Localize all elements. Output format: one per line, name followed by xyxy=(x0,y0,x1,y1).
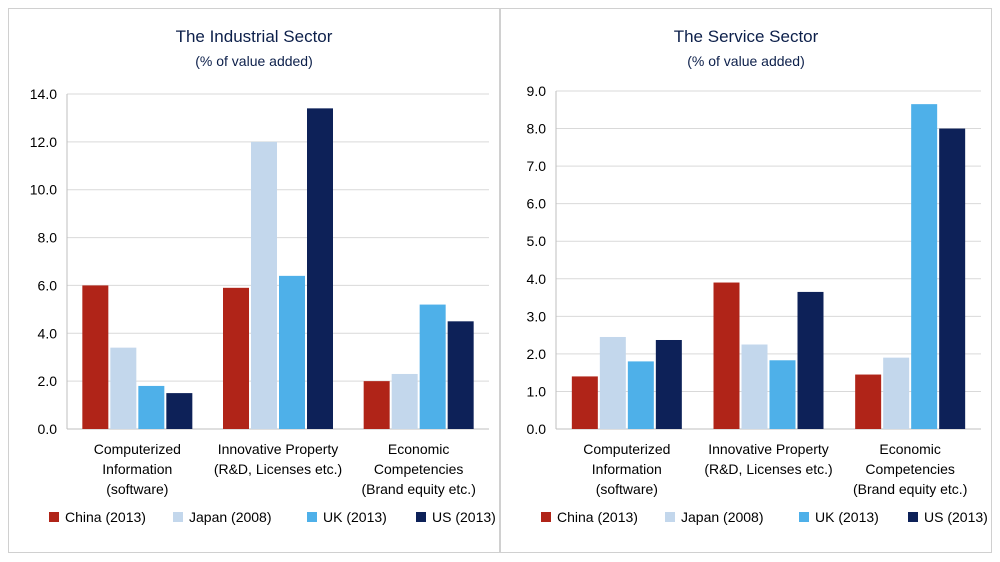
bar xyxy=(391,373,418,429)
legend-swatch xyxy=(416,512,426,522)
bar xyxy=(627,361,654,429)
category-label: Economic xyxy=(388,441,449,457)
y-tick-label: 6.0 xyxy=(38,277,58,293)
bar xyxy=(599,336,626,429)
y-tick-label: 3.0 xyxy=(527,308,547,324)
y-tick-label: 9.0 xyxy=(527,83,547,99)
category-label: (Brand equity etc.) xyxy=(361,481,475,497)
y-tick-label: 5.0 xyxy=(527,233,547,249)
category-label: (R&D, Licenses etc.) xyxy=(214,461,342,477)
bar xyxy=(447,321,474,429)
category-label: Competencies xyxy=(865,461,955,477)
bar xyxy=(855,374,882,429)
bar xyxy=(419,304,446,429)
bar xyxy=(655,339,682,429)
y-tick-label: 2.0 xyxy=(527,346,547,362)
bar xyxy=(307,108,333,429)
legend-label: Japan (2008) xyxy=(189,509,272,525)
y-tick-label: 2.0 xyxy=(38,373,58,389)
y-tick-label: 10.0 xyxy=(30,182,57,198)
category-label: (Brand equity etc.) xyxy=(853,481,967,497)
category-label: Economic xyxy=(879,441,940,457)
y-tick-label: 6.0 xyxy=(527,196,547,212)
bar xyxy=(713,282,740,429)
bar xyxy=(769,360,796,429)
bar xyxy=(571,376,598,429)
legend-swatch xyxy=(307,512,317,522)
legend-swatch xyxy=(541,512,551,522)
y-tick-label: 8.0 xyxy=(527,121,547,137)
bar xyxy=(166,393,193,429)
bar xyxy=(82,285,109,429)
bar xyxy=(251,141,277,429)
y-tick-label: 0.0 xyxy=(527,421,547,437)
category-label: (R&D, Licenses etc.) xyxy=(704,461,832,477)
legend-swatch xyxy=(799,512,809,522)
category-label: Information xyxy=(592,461,662,477)
category-label: Information xyxy=(102,461,172,477)
category-label: Computerized xyxy=(94,441,181,457)
y-tick-label: 1.0 xyxy=(527,383,547,399)
service-sector-chart: The Service Sector (% of value added) 0.… xyxy=(527,27,988,525)
legend-swatch xyxy=(173,512,183,522)
category-label: Innovative Property xyxy=(708,441,829,457)
bar xyxy=(279,275,305,429)
category-label: Competencies xyxy=(374,461,464,477)
legend-label: US (2013) xyxy=(432,509,496,525)
industrial-sector-chart: The Industrial Sector (% of value added)… xyxy=(30,27,496,525)
category-label: (software) xyxy=(596,481,658,497)
bar xyxy=(363,381,390,429)
y-tick-label: 14.0 xyxy=(30,86,57,102)
y-tick-label: 4.0 xyxy=(38,325,58,341)
legend-label: China (2013) xyxy=(557,509,638,525)
legend-label: UK (2013) xyxy=(815,509,879,525)
chart-subtitle: (% of value added) xyxy=(687,53,805,69)
chart-subtitle: (% of value added) xyxy=(195,53,313,69)
legend-label: China (2013) xyxy=(65,509,146,525)
legend-swatch xyxy=(49,512,59,522)
bar xyxy=(939,128,966,430)
legend-label: UK (2013) xyxy=(323,509,387,525)
bar xyxy=(741,344,768,429)
plot-area: 0.0 1.0 2.0 3.0 4.0 5.0 6.0 7.0 8.0 9.0 Computeriz… xyxy=(527,83,988,525)
service-sector-panel: The Service Sector (% of value added) 0.… xyxy=(500,8,992,553)
category-label: Computerized xyxy=(583,441,670,457)
y-tick-label: 12.0 xyxy=(30,134,57,150)
y-tick-label: 4.0 xyxy=(527,271,547,287)
bar xyxy=(223,287,249,429)
category-label: Innovative Property xyxy=(218,441,339,457)
chart-title: The Service Sector xyxy=(674,27,819,46)
legend-swatch xyxy=(665,512,675,522)
y-tick-label: 8.0 xyxy=(38,230,58,246)
bar xyxy=(138,385,165,429)
bar xyxy=(797,291,824,429)
legend-label: Japan (2008) xyxy=(681,509,764,525)
bar xyxy=(110,347,137,429)
legend-label: US (2013) xyxy=(924,509,988,525)
industrial-sector-panel: The Industrial Sector (% of value added)… xyxy=(8,8,500,553)
chart-title: The Industrial Sector xyxy=(176,27,333,46)
legend-swatch xyxy=(908,512,918,522)
category-label: (software) xyxy=(106,481,168,497)
bar xyxy=(911,104,938,430)
bar xyxy=(883,357,910,429)
plot-area: 0.0 2.0 4.0 6.0 8.0 10.0 12.0 14.0 Computerized I… xyxy=(30,86,496,525)
y-tick-label: 0.0 xyxy=(38,421,58,437)
y-tick-label: 7.0 xyxy=(527,158,547,174)
